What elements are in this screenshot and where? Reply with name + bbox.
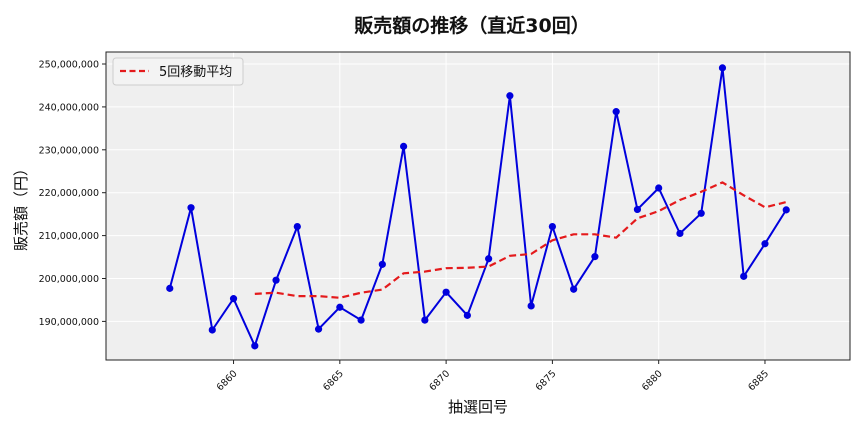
y-tick-label: 240,000,000 bbox=[39, 102, 99, 113]
data-point-marker bbox=[229, 295, 238, 303]
data-point-marker bbox=[293, 222, 301, 231]
legend-label: 5回移動平均 bbox=[159, 65, 232, 80]
data-point-marker bbox=[166, 284, 174, 292]
data-point-marker bbox=[485, 255, 493, 263]
data-point-marker bbox=[697, 209, 705, 217]
data-point-marker bbox=[655, 184, 663, 192]
sales-line bbox=[168, 66, 788, 347]
x-axis-label: 抽選回号 bbox=[448, 398, 508, 416]
x-tick-label: 6865 bbox=[321, 368, 346, 393]
legend: 5回移動平均 bbox=[112, 57, 244, 86]
data-point-marker bbox=[272, 276, 280, 284]
data-point-marker bbox=[251, 342, 259, 350]
data-point-marker bbox=[633, 205, 642, 214]
data-point-marker bbox=[378, 260, 386, 268]
data-point-marker bbox=[400, 142, 408, 150]
data-point-marker bbox=[336, 303, 344, 311]
y-axis-ticks: 190,000,000 200,000,000 210,000,000 220,000… bbox=[39, 60, 106, 328]
data-point-marker bbox=[442, 288, 450, 296]
legend-box bbox=[112, 57, 244, 86]
data-point-marker bbox=[208, 326, 216, 334]
data-point-marker bbox=[314, 325, 323, 333]
x-tick-label: 6885 bbox=[746, 368, 771, 393]
data-point-marker bbox=[782, 206, 790, 214]
y-axis-label: 販売額（円） bbox=[12, 161, 30, 251]
data-point-marker bbox=[548, 222, 557, 231]
y-tick-label: 210,000,000 bbox=[39, 231, 99, 242]
data-point-marker bbox=[506, 92, 514, 100]
data-point-marker bbox=[463, 311, 471, 319]
data-point-marker bbox=[570, 285, 578, 293]
x-tick-label: 6880 bbox=[640, 368, 665, 393]
data-point-marker bbox=[527, 302, 535, 310]
grid-lines bbox=[106, 52, 850, 360]
data-point-marker bbox=[357, 316, 365, 324]
y-tick-label: 220,000,000 bbox=[39, 188, 99, 199]
moving-average-line bbox=[254, 181, 787, 299]
y-tick-label: 200,000,000 bbox=[39, 274, 99, 285]
x-tick-label: 6860 bbox=[215, 368, 240, 393]
data-point-marker bbox=[421, 316, 429, 324]
plot-frame bbox=[105, 51, 851, 361]
data-point-marker bbox=[740, 272, 748, 280]
plot-area bbox=[105, 51, 851, 361]
y-tick-label: 190,000,000 bbox=[39, 317, 99, 328]
x-tick-label: 6870 bbox=[427, 368, 452, 393]
y-tick-label: 230,000,000 bbox=[39, 145, 99, 156]
series-layer bbox=[166, 64, 790, 350]
data-point-marker bbox=[761, 240, 769, 248]
x-tick-label: 6875 bbox=[534, 368, 559, 393]
data-point-marker bbox=[718, 64, 727, 72]
data-point-marker bbox=[591, 253, 599, 261]
y-tick-label: 250,000,000 bbox=[39, 60, 99, 71]
data-point-marker bbox=[676, 229, 684, 238]
chart-title: 販売額の推移（直近30回） bbox=[354, 14, 589, 37]
x-axis-ticks: 6860 6865 6870 6875 6880 6885 bbox=[215, 360, 771, 393]
data-point-marker bbox=[187, 204, 195, 212]
data-point-marker bbox=[612, 108, 620, 116]
